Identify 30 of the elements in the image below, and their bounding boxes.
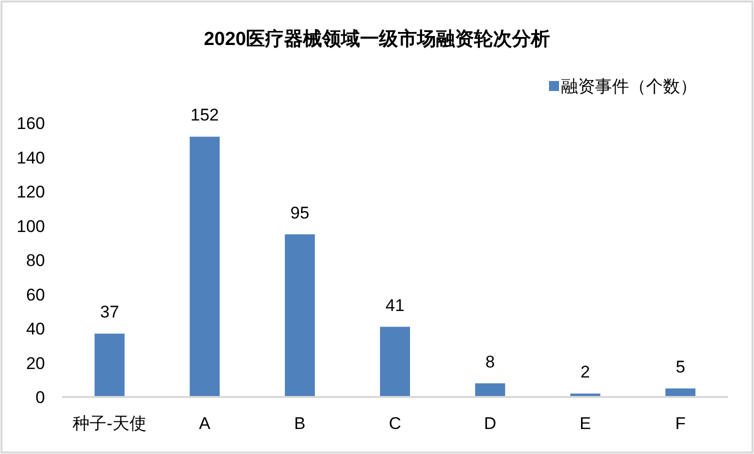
x-tick-label: D (484, 414, 496, 433)
bar (475, 383, 506, 397)
x-tick-label: F (675, 414, 686, 433)
data-label: 8 (485, 352, 495, 372)
bar (380, 326, 410, 397)
bar (94, 334, 125, 397)
x-tick-label: 种子-天使 (72, 414, 146, 433)
x-tick-label: B (294, 414, 306, 433)
y-tick-label: 40 (26, 320, 45, 338)
x-tick-label: A (199, 414, 212, 433)
data-label: 5 (676, 357, 686, 376)
bar (284, 234, 315, 397)
chart-title: 2020医疗器械领域一级市场融资轮次分析 (204, 28, 550, 50)
data-label: 37 (100, 302, 120, 322)
x-tick-label: E (580, 414, 591, 433)
y-tick-label: 120 (16, 182, 45, 202)
y-tick-label: 20 (26, 354, 45, 373)
y-tick-label: 0 (36, 388, 45, 407)
y-tick-label: 140 (16, 148, 45, 168)
bar (190, 136, 220, 397)
legend-label: 融资事件（个数） (561, 77, 697, 96)
data-label: 152 (190, 106, 219, 125)
data-label: 2 (580, 362, 590, 382)
y-tick-label: 60 (26, 285, 45, 304)
data-label: 95 (290, 203, 310, 222)
data-label: 41 (386, 296, 404, 315)
y-tick-label: 80 (26, 251, 45, 270)
x-tick-label: C (388, 414, 402, 433)
y-tick-label: 160 (16, 114, 45, 133)
y-tick-label: 100 (16, 216, 45, 236)
